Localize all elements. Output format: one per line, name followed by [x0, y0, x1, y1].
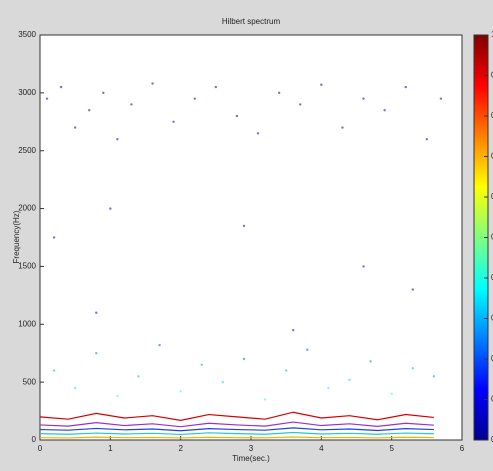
spectrum-point [404, 85, 407, 89]
spectrum-point [235, 114, 239, 118]
colorbar-tick-label: 0.7 [491, 152, 493, 161]
spectrum-point [256, 132, 260, 135]
spectrum-point [277, 91, 281, 95]
spectrum-point [193, 97, 196, 100]
y-tick-label: 1500 [18, 262, 36, 271]
x-tick-label: 5 [389, 444, 394, 453]
spectrum-point [263, 398, 267, 401]
y-tick-label: 3500 [18, 30, 36, 39]
spectrum-point [383, 109, 386, 112]
colorbar-tick-label: 0.8 [491, 111, 493, 120]
x-axis-label: Time(sec.) [232, 454, 270, 463]
spectrum-point [45, 97, 49, 100]
spectrum-point [242, 224, 246, 228]
spectrum-point [306, 348, 309, 351]
spectrum-point [369, 360, 372, 363]
spectrum-point [242, 357, 246, 361]
y-tick-label: 0 [32, 435, 37, 444]
spectrum-point [73, 126, 77, 129]
spectrum-point [151, 82, 154, 85]
spectrum-point [432, 375, 436, 378]
spectrum-point [341, 126, 344, 129]
spectrum-point [52, 369, 56, 372]
spectrum-point [411, 367, 414, 370]
spectrum-point [116, 394, 119, 398]
spectrum-point [348, 378, 351, 382]
spectrum-point [390, 392, 393, 395]
spectrum-point [102, 91, 105, 95]
y-tick-label: 1000 [18, 319, 36, 328]
spectrum-point [95, 352, 98, 355]
spectrum-point [88, 109, 91, 112]
x-tick-label: 1 [108, 444, 113, 453]
x-tick-label: 2 [178, 444, 183, 453]
spectrum-line [39, 427, 434, 432]
spectrum-point [95, 311, 98, 314]
spectrum-point [362, 97, 365, 100]
y-tick-label: 3000 [18, 88, 36, 97]
spectrum-point [221, 380, 225, 384]
colorbar-tick-label: 0.9 [491, 71, 493, 80]
spectrum-point [320, 83, 323, 86]
spectrum-point [158, 343, 161, 347]
x-tick-label: 0 [38, 444, 43, 453]
colorbar-tick-label: 0.1 [491, 395, 493, 404]
spectrum-line [39, 436, 434, 439]
spectrum-line [39, 411, 434, 421]
colorbar-tick-label: 1 [491, 30, 493, 39]
spectrum-point [179, 390, 182, 393]
colorbar-tick-label: 0.6 [491, 192, 493, 201]
spectrum-point [214, 85, 218, 89]
spectrum-point [327, 386, 330, 390]
chart-title: Hilbert spectrum [222, 17, 281, 26]
colorbar-tick-label: 0.3 [491, 314, 493, 323]
spectrum-point [299, 103, 302, 106]
spectrum-point [200, 363, 203, 366]
spectrum-line [39, 421, 434, 428]
colorbar-tick-label: 0.5 [491, 233, 493, 242]
y-tick-label: 2000 [18, 204, 36, 213]
spectrum-point [362, 265, 365, 268]
spectrum-point [130, 103, 133, 106]
colorbar-tick-label: 0.2 [491, 354, 493, 363]
spectrum-point [439, 97, 443, 100]
x-tick-label: 6 [460, 444, 465, 453]
spectrum-line [39, 431, 434, 436]
y-tick-label: 500 [23, 377, 37, 386]
colorbar-tick-label: 0 [491, 435, 493, 444]
spectrum-point [411, 288, 414, 291]
colorbar-tick-label: 0.4 [491, 273, 493, 282]
x-tick-label: 4 [319, 444, 324, 453]
spectrum-point [109, 207, 112, 210]
spectrum-point [59, 85, 63, 89]
x-tick-label: 3 [249, 444, 254, 453]
spectrum-point [52, 236, 56, 239]
y-axis-label: Frequency(Hz) [12, 210, 21, 263]
spectrum-point [137, 375, 140, 378]
spectrum-point [292, 328, 295, 332]
y-tick-label: 2500 [18, 146, 36, 155]
spectrum-point [172, 120, 175, 123]
plot-area [39, 34, 463, 441]
spectrum-point [73, 386, 77, 390]
spectrum-point [425, 137, 429, 141]
spectrum-point [284, 369, 288, 372]
spectrum-point [116, 137, 119, 141]
